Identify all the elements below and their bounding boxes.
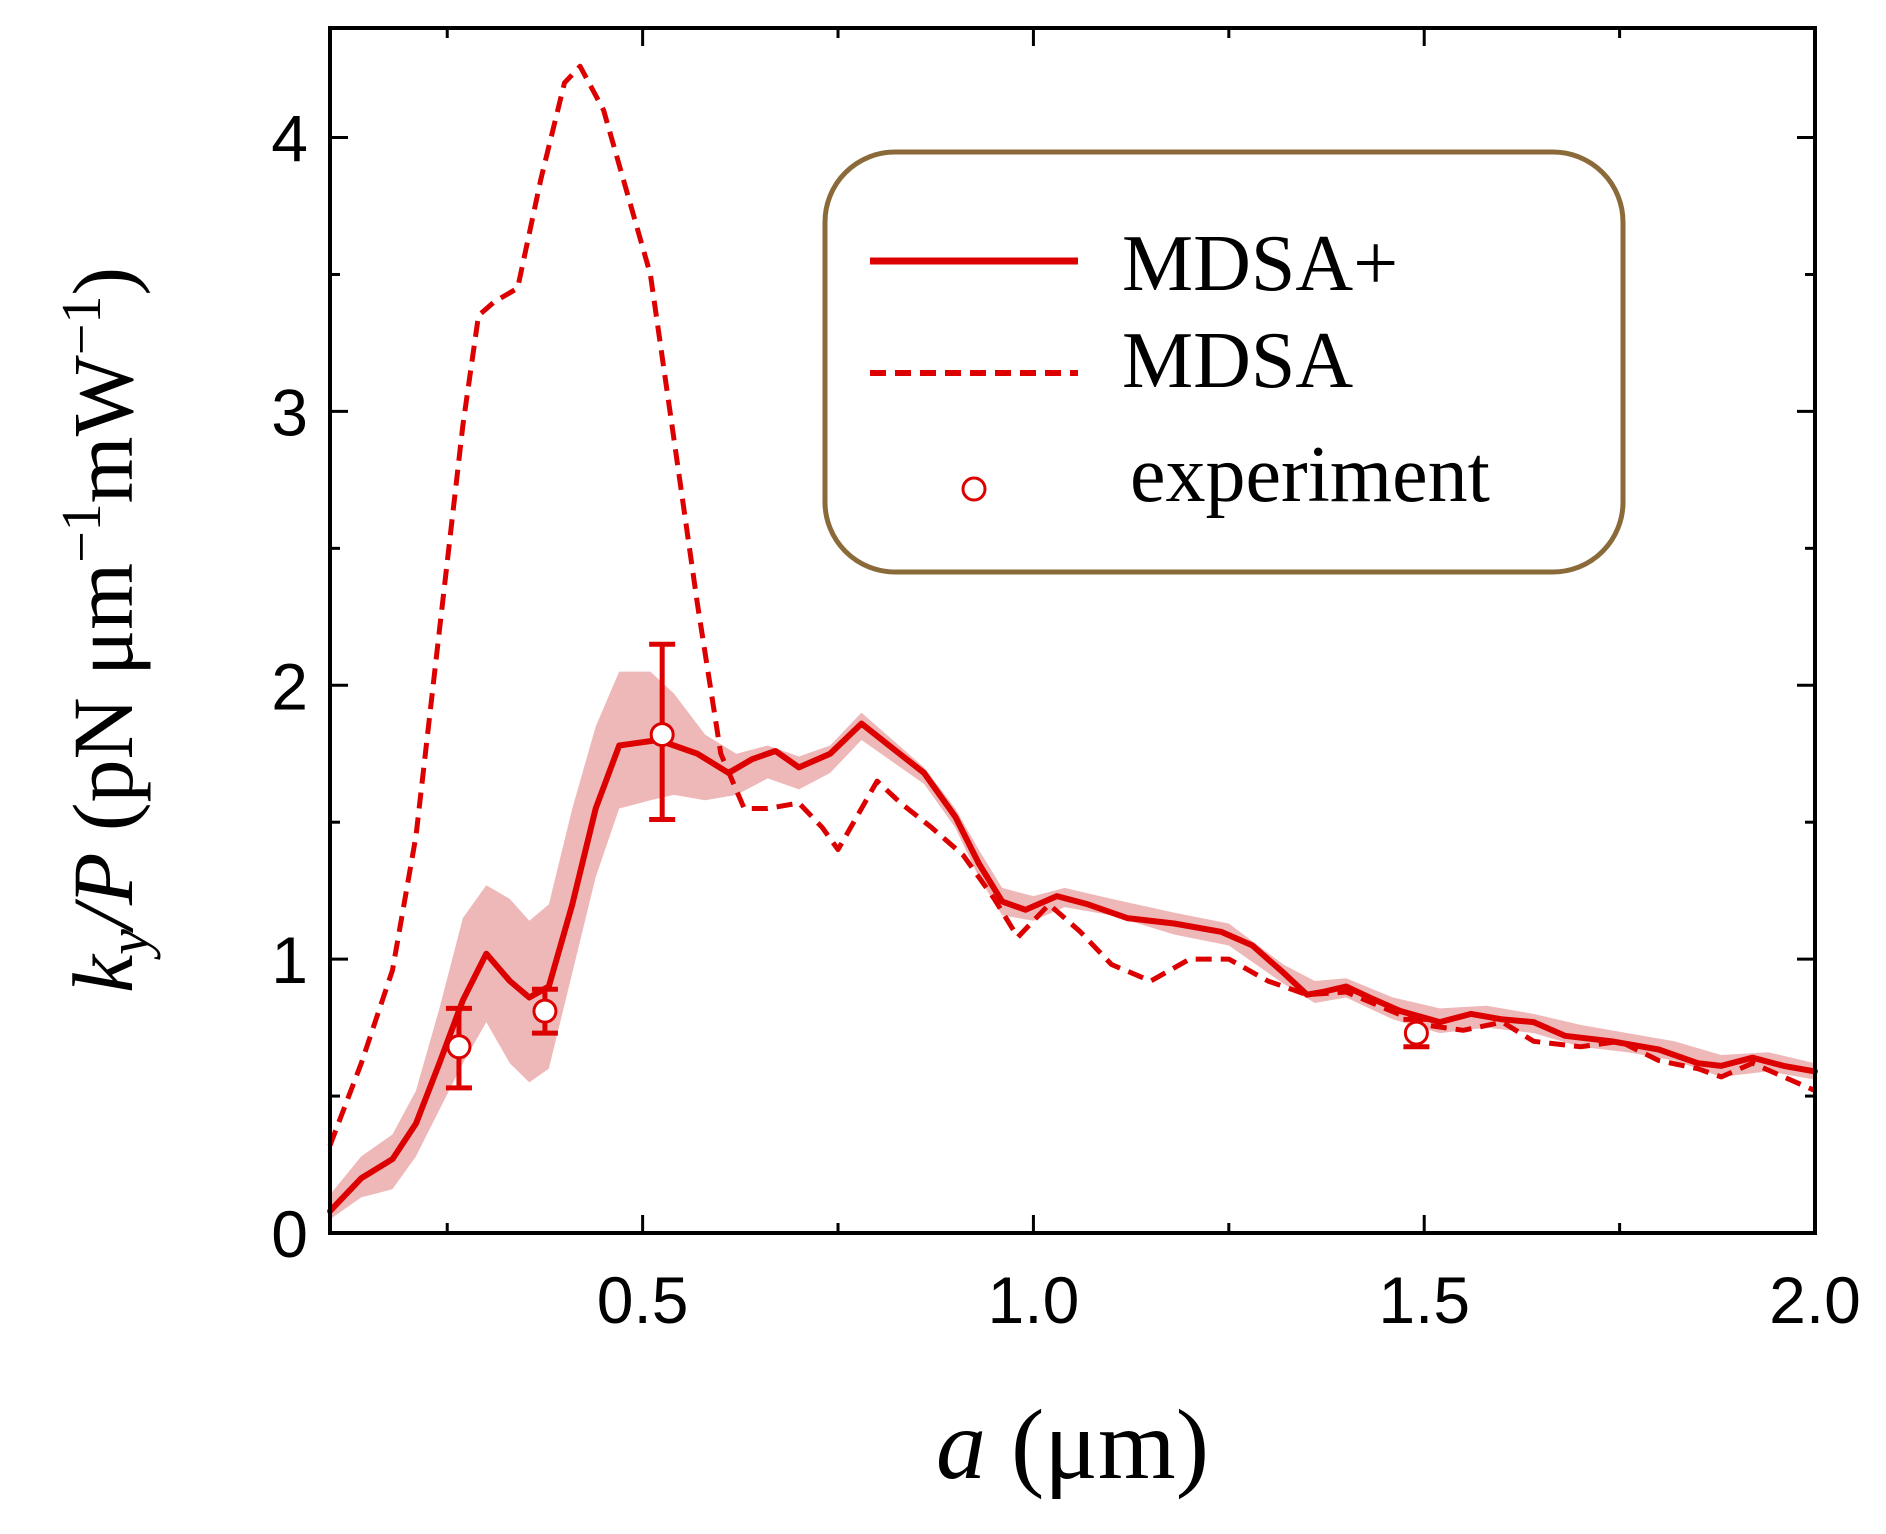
x-axis-title: a (μm)	[936, 1389, 1209, 1500]
experiment-point-3	[649, 641, 676, 822]
y-axis-unit-pre: (pN μm	[55, 563, 151, 831]
y-axis-unit-mid: mW	[55, 355, 151, 503]
legend-entry-marker: experiment	[961, 431, 1490, 519]
mdsa-plus-series-line	[327, 720, 1818, 1215]
experiment-point-2	[531, 986, 558, 1036]
y-axis-exp1: −1	[51, 503, 113, 563]
y-axis-exp2: −1	[51, 296, 113, 356]
x-tick-label: 0.5	[597, 1263, 689, 1337]
y-tick-label: 2	[271, 649, 308, 723]
y-tick-label: 3	[271, 375, 308, 449]
legend-entry-dashed: MDSA	[870, 317, 1353, 405]
legend-label: MDSA	[1122, 317, 1353, 405]
y-axis-mid: /P	[55, 853, 151, 933]
y-axis-unit-post: )	[55, 267, 151, 296]
x-tick-label: 2.0	[1769, 1263, 1861, 1337]
x-tick-label: 1.5	[1378, 1263, 1470, 1337]
legend-label: experiment	[1130, 431, 1490, 519]
y-tick-label: 0	[271, 1197, 308, 1271]
x-axis-spacer	[986, 1389, 1011, 1500]
y-tick-label: 1	[271, 923, 308, 997]
experiment-marker	[649, 722, 675, 748]
axes: 0.5 1.0 1.5 2.0 0 1 2 3 4	[271, 26, 1861, 1337]
experiment-marker	[446, 1034, 472, 1060]
experiment-point-1	[445, 1005, 472, 1091]
y-tick-label: 4	[271, 102, 308, 176]
legend-label: MDSA+	[1122, 220, 1398, 308]
legend-entry-solid: MDSA+	[870, 220, 1398, 308]
y-axis-title: ky/P (pN μm−1mW−1)	[51, 267, 161, 993]
plot-frame	[328, 26, 1817, 1235]
x-axis-variable: a	[936, 1389, 986, 1500]
y-axis-spacer	[55, 831, 151, 853]
axis-labels: a (μm)ky/P (pN μm−1mW−1)	[51, 267, 1209, 1500]
experiment-point-4	[1403, 1016, 1430, 1050]
x-axis-unit: (μm)	[1011, 1389, 1209, 1500]
legend-box	[822, 149, 1626, 575]
mdsa-series-line	[327, 63, 1817, 1147]
legend: MDSA+ MDSA experiment	[822, 149, 1626, 575]
plot-area	[327, 63, 1818, 1220]
experiment-marker	[1403, 1020, 1429, 1046]
legend-marker-swatch	[961, 476, 987, 502]
experiment-marker	[532, 998, 558, 1024]
y-axis-variable: k	[55, 953, 151, 993]
x-tick-label: 1.0	[988, 1263, 1080, 1337]
y-axis-subscript: y	[96, 929, 161, 960]
